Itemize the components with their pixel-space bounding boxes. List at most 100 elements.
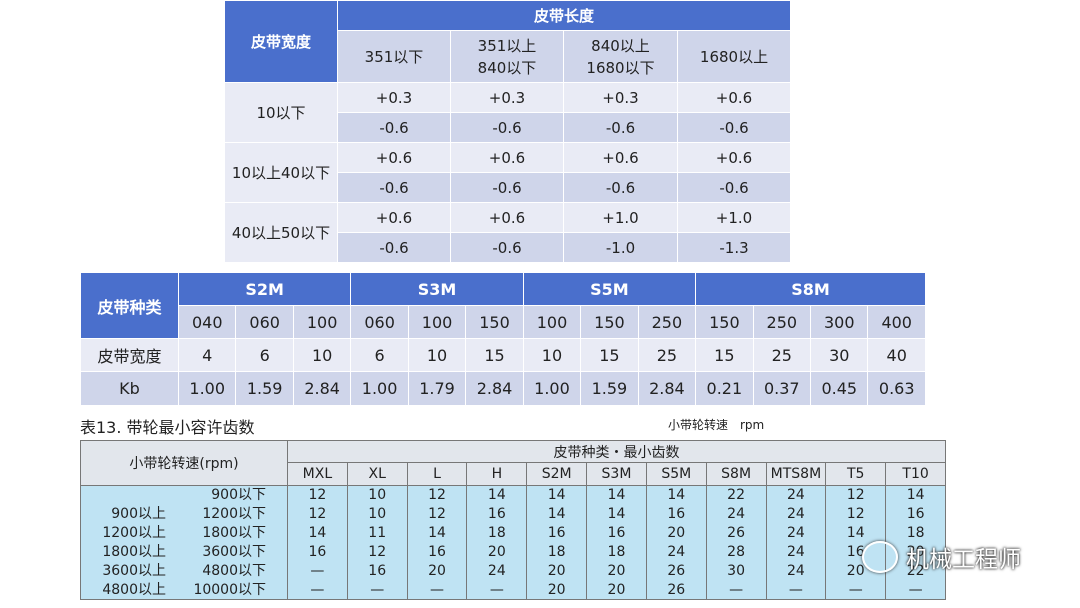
value-cell: 24 [765,542,827,562]
value-cell: -1.3 [676,232,792,263]
speed-cell: 4800以上 10000以下 [80,580,288,600]
value-cell: 6 [350,338,409,372]
type-cell: S2M [526,462,588,486]
value-cell: 22 [705,485,767,505]
value-cell: 14 [287,523,348,543]
value-cell: — [287,561,348,581]
value-cell: 12 [287,485,348,505]
value-cell: — [287,580,348,600]
value-cell: +0.3 [450,82,564,113]
value-cell: +0.3 [337,82,451,113]
type-cell: S8M [705,462,767,486]
value-cell: -0.6 [450,232,564,263]
value-cell: 25 [637,338,697,372]
range-cell: 351以上 840以下 [450,30,564,83]
speed-to: 10000以下 [193,581,266,598]
type-cell: S3M [586,462,647,486]
value-cell: 18 [885,523,947,543]
group-cell: S3M [350,272,524,306]
speed-from: 4800以上 [102,581,166,598]
header-cell: 皮带宽度 [224,0,338,83]
watermark-text: 机械工程师 [906,547,1021,573]
group-cell: S8M [695,272,926,306]
value-cell: 28 [705,542,767,562]
value-cell: +0.6 [676,142,792,173]
row: 4800以上 10000以下 — — — —20 20 26— — — — [80,580,947,600]
speed-to: 1800以下 [202,525,266,541]
value-cell: 20 [466,542,528,562]
value-cell: 24 [645,542,707,562]
kb-table: 皮带种类 S2M S3M S5M S8M 040 060 100 060 100 150 100 150… [80,272,926,406]
value-cell: +1.0 [676,202,792,233]
speed-range: 900以上 1200以下 [82,505,287,523]
value-cell: 1.00 [177,371,237,406]
value-cell: 24 [765,561,827,581]
value-cell: 14 [466,485,528,505]
value-cell: +0.6 [563,142,678,173]
value-cell: 24 [466,561,528,581]
speed-range: 4800以上 10000以下 [82,581,287,599]
value-cell: 12 [825,485,887,505]
value-cell: -0.6 [563,172,678,203]
speed-cell: 3600以上 4800以下 [80,561,288,581]
code-cell: 040 [177,305,237,339]
row: 40以上50以下 +0.6 +0.6 +1.0 +1.0 [224,202,792,263]
width-cell: 10以下 [224,82,338,143]
watermark-icon [862,541,898,573]
code-cell: 060 [350,305,409,339]
row: Kb 1.00 1.59 2.84 1.00 1.79 2.84 1.00 1.59 2.84 0.… [80,371,926,406]
row: 040 060 100 060 100 150 100 150 250 150 250 300 400 [81,305,926,339]
value-cell: 14 [825,523,887,543]
value-cell: 1.59 [580,371,639,406]
value-cell: -0.6 [676,112,792,143]
speed-range: 3600以上 4800以下 [82,562,287,580]
value-cell: 2.84 [637,371,697,406]
value-cell: 6 [235,338,294,372]
value-cell: 14 [526,485,588,505]
value-cell: 10 [522,338,582,372]
group-cell: S5M [522,272,697,306]
header-cell: 皮带种类 [80,272,179,339]
row: 10以下 +0.3 +0.3 +0.3 +0.6 [224,82,792,143]
type-cell: MTS8M [765,462,827,486]
value-cell: 15 [580,338,639,372]
caption: 表13. 带轮最小容许齿数 [80,418,255,437]
code-cell: 150 [580,305,639,339]
speed-range: 1200以上 1800以下 [82,524,287,542]
value-cell: 4 [177,338,237,372]
value-cell: 15 [695,338,754,372]
value-cell: — [406,580,468,600]
value-cell: 0.45 [810,371,869,406]
row: 900以上 1200以下 12 10 12 16 14 14 16 24 24 12 16 [80,504,947,524]
row: 3600以上 4800以下 —16 20 24 20 20 26 30 24 20 22 [80,561,947,581]
width-cell: 10以上40以下 [224,142,338,203]
value-cell: 20 [586,580,647,600]
value-cell: 20 [406,561,468,581]
value-cell: 24 [705,504,767,524]
speed-to: 900以下 [211,487,266,504]
value-cell: 25 [752,338,812,372]
row: 皮带宽度 皮带长度 [224,0,792,83]
value-cell: 16 [586,523,647,543]
speed-cell: 900以上 1200以下 [80,504,288,524]
value-cell: -0.6 [563,112,678,143]
value-cell: 11 [346,523,408,543]
value-cell: 16 [346,561,408,581]
label-cell: Kb [80,371,179,406]
value-cell: 18 [526,542,588,562]
value-cell: 20 [885,542,947,562]
row: -0.6 -0.6 -0.6 -0.6 [225,172,792,203]
value-cell: — [885,580,947,600]
value-cell: 16 [526,523,588,543]
value-cell: 24 [765,504,827,524]
value-cell: 14 [645,485,707,505]
value-cell: 30 [705,561,767,581]
value-cell: 10 [292,338,352,372]
width-cell: 40以上50以下 [224,202,338,263]
value-cell: 24 [765,523,827,543]
speed-cell: 900以下 [80,485,288,505]
range-cell: 840以上 1680以下 [563,30,678,83]
speed-to: 1200以下 [202,506,266,522]
value-cell: -0.6 [450,172,564,203]
value-cell: 14 [586,485,647,505]
